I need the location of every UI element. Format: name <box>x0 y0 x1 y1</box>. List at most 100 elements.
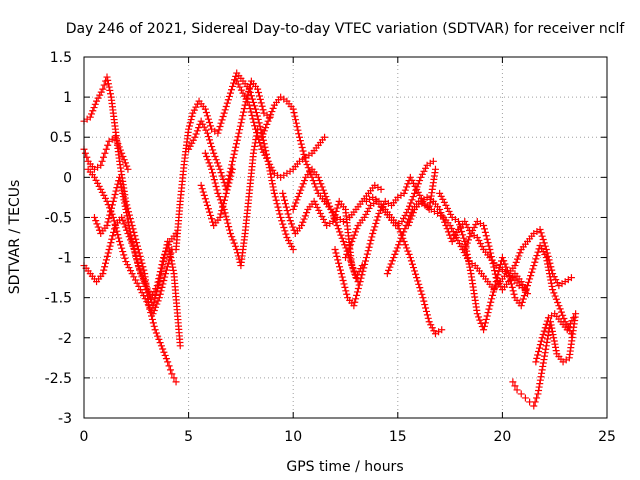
data-point <box>460 234 468 242</box>
data-point <box>391 250 399 258</box>
data-point <box>461 246 469 254</box>
data-point <box>445 207 453 215</box>
data-point <box>403 183 411 191</box>
data-point <box>548 327 556 335</box>
data-point <box>110 217 118 225</box>
data-point <box>105 246 113 254</box>
data-point <box>362 257 370 265</box>
data-point <box>278 217 286 225</box>
data-point <box>165 362 173 370</box>
data-point <box>491 281 499 289</box>
data-point <box>302 157 310 165</box>
data-point <box>117 180 125 188</box>
data-point <box>299 218 307 226</box>
data-point <box>437 192 445 200</box>
data-point <box>491 267 499 275</box>
data-point <box>269 166 277 174</box>
data-point <box>113 227 121 235</box>
data-point <box>201 105 209 113</box>
data-point <box>241 92 249 100</box>
data-point <box>255 92 263 100</box>
series-track-12 <box>279 189 362 286</box>
data-point <box>192 103 200 111</box>
data-point <box>261 151 269 159</box>
data-point <box>443 225 451 233</box>
data-point <box>123 212 131 220</box>
data-point <box>422 164 430 172</box>
data-point <box>186 142 194 150</box>
data-point <box>246 81 254 89</box>
data-point <box>295 189 303 197</box>
data-point <box>208 165 216 173</box>
data-point <box>223 99 231 107</box>
data-point <box>235 129 243 137</box>
data-point <box>228 233 236 241</box>
data-point <box>350 267 358 275</box>
data-point <box>101 194 109 202</box>
data-point <box>321 218 329 226</box>
data-point <box>253 129 261 137</box>
data-point <box>282 230 290 238</box>
data-point <box>162 355 170 363</box>
data-point <box>431 165 439 173</box>
data-point <box>418 170 426 178</box>
data-point <box>120 196 128 204</box>
data-point <box>416 284 424 292</box>
data-point <box>333 204 341 212</box>
data-point <box>366 240 374 248</box>
data-point <box>227 86 235 94</box>
data-point <box>388 257 396 265</box>
data-point <box>233 246 241 254</box>
data-point <box>289 205 297 213</box>
data-point <box>489 291 497 299</box>
data-point <box>154 278 162 286</box>
data-point <box>395 241 403 249</box>
data-point <box>291 112 299 120</box>
data-point <box>121 202 129 210</box>
data-point <box>485 305 493 313</box>
data-point <box>224 96 232 104</box>
data-point <box>352 295 360 303</box>
data-point <box>150 322 158 330</box>
data-point <box>256 95 264 103</box>
data-point <box>464 254 472 262</box>
data-point <box>409 264 417 272</box>
data-point <box>416 177 424 185</box>
data-point <box>125 221 133 229</box>
y-tick-label: -1.5 <box>45 291 72 307</box>
data-point <box>255 89 263 97</box>
data-point <box>206 136 214 144</box>
data-point <box>483 312 491 320</box>
data-point <box>405 250 413 258</box>
data-point <box>541 251 549 259</box>
data-point <box>191 133 199 141</box>
data-point <box>104 218 112 226</box>
data-point <box>267 173 275 181</box>
data-point <box>226 89 234 97</box>
data-point <box>204 133 212 141</box>
data-point <box>149 291 157 299</box>
data-point <box>99 85 107 93</box>
data-point <box>131 276 139 284</box>
data-point <box>430 327 438 335</box>
data-point <box>216 213 224 221</box>
data-point <box>90 173 98 181</box>
data-point <box>321 133 329 141</box>
data-point <box>118 244 126 252</box>
data-point <box>165 256 173 264</box>
data-point <box>401 186 409 194</box>
series-track-2 <box>80 133 132 173</box>
data-point <box>487 249 495 257</box>
data-point <box>428 324 436 332</box>
data-point <box>294 126 302 134</box>
data-point <box>103 252 111 260</box>
data-point <box>359 267 367 275</box>
data-point <box>320 215 328 223</box>
data-point <box>511 382 519 390</box>
data-point <box>340 280 348 288</box>
series-track-8 <box>201 125 262 270</box>
data-point <box>534 351 542 359</box>
data-point <box>457 224 465 232</box>
data-point <box>406 218 414 226</box>
